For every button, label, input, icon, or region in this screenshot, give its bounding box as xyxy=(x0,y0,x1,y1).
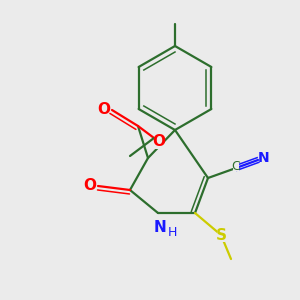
Text: N: N xyxy=(258,151,270,165)
FancyBboxPatch shape xyxy=(100,103,108,117)
FancyBboxPatch shape xyxy=(260,152,268,164)
FancyBboxPatch shape xyxy=(217,228,225,242)
FancyBboxPatch shape xyxy=(86,179,94,193)
Text: O: O xyxy=(83,178,97,194)
Text: O: O xyxy=(152,134,166,149)
Text: S: S xyxy=(215,227,226,242)
Text: N: N xyxy=(154,220,166,235)
FancyBboxPatch shape xyxy=(232,160,239,171)
FancyBboxPatch shape xyxy=(156,220,164,234)
Text: C: C xyxy=(232,160,240,172)
Text: H: H xyxy=(167,226,177,239)
Text: O: O xyxy=(98,103,110,118)
FancyBboxPatch shape xyxy=(155,135,163,148)
